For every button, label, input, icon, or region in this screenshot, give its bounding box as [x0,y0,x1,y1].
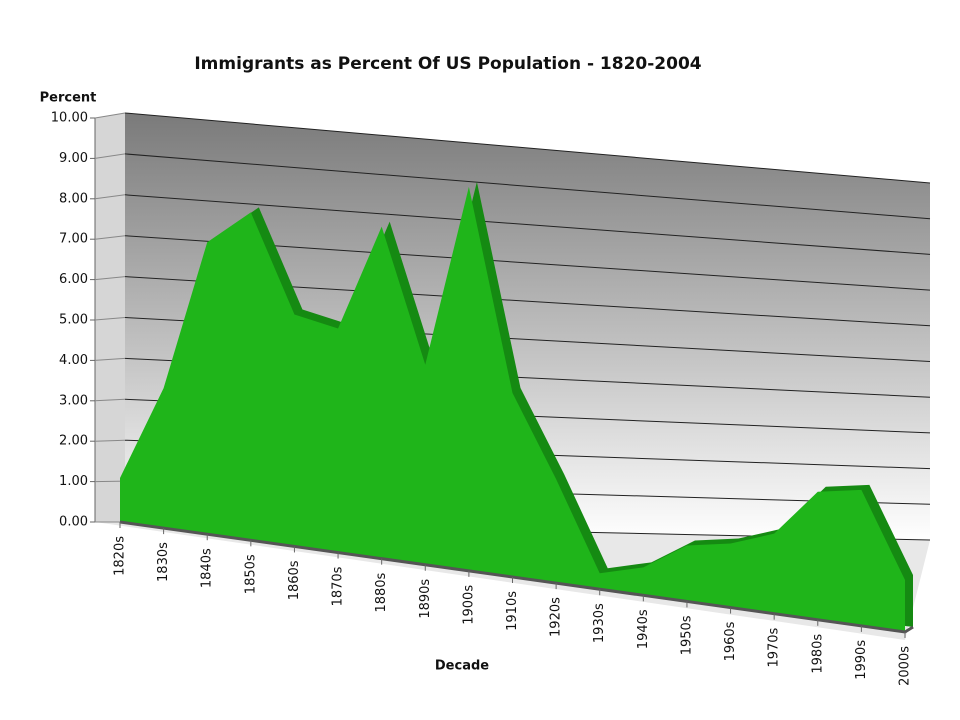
side-grid-line [94,439,126,442]
y-tick-label: 7.00 [59,232,88,247]
x-tick-label: 1970s [767,627,782,667]
area [120,186,905,632]
x-tick-label: 1870s [331,566,346,606]
x-tick-label: 1840s [200,548,215,588]
x-tick-label: 1980s [810,634,825,674]
x-tick-label: 1850s [243,554,258,594]
side-grid-line [94,276,126,281]
chart-title: Immigrants as Percent Of US Population -… [194,54,701,74]
x-tick-label: 1950s [679,615,694,655]
side-grid-line [94,235,126,240]
y-tick-label: 9.00 [59,151,88,166]
y-tick-label: 3.00 [59,393,88,408]
y-tick-label: 6.00 [59,272,88,287]
side-grid-line [94,153,126,159]
grid-line [124,194,931,255]
x-axis-label: Decade [435,659,489,674]
y-tick-label: 5.00 [59,313,88,328]
x-tick-label: 2000s [898,646,913,686]
side-grid-line [94,112,126,119]
x-tick-label: 1940s [636,609,651,649]
x-tick-label: 1830s [156,542,171,582]
side-wall [95,113,125,522]
x-tick-label: 1900s [461,585,476,625]
grid-line [124,153,931,220]
y-axis-label: Percent [40,91,97,106]
x-tick-label: 1820s [113,536,128,576]
x-tick-label: 1910s [505,591,520,631]
x-tick-label: 1920s [549,597,564,637]
y-tick-label: 4.00 [59,353,88,368]
side-grid-line [94,317,126,321]
x-tick-label: 1990s [854,640,869,680]
side-grid-line [94,398,126,402]
x-tick-label: 1880s [374,572,389,612]
x-tick-label: 1890s [418,579,433,619]
side-grid-line [94,357,126,361]
y-tick-label: 2.00 [59,434,88,449]
x-tick-label: 1860s [287,560,302,600]
y-tick-label: 0.00 [59,515,88,530]
side-grid-line [94,194,126,200]
y-tick-label: 8.00 [59,191,88,206]
x-tick-label: 1960s [723,621,738,661]
y-tick-label: 1.00 [59,474,88,489]
grid-line [124,112,931,184]
x-tick-label: 1930s [592,603,607,643]
y-tick-label: 10.00 [51,111,88,126]
